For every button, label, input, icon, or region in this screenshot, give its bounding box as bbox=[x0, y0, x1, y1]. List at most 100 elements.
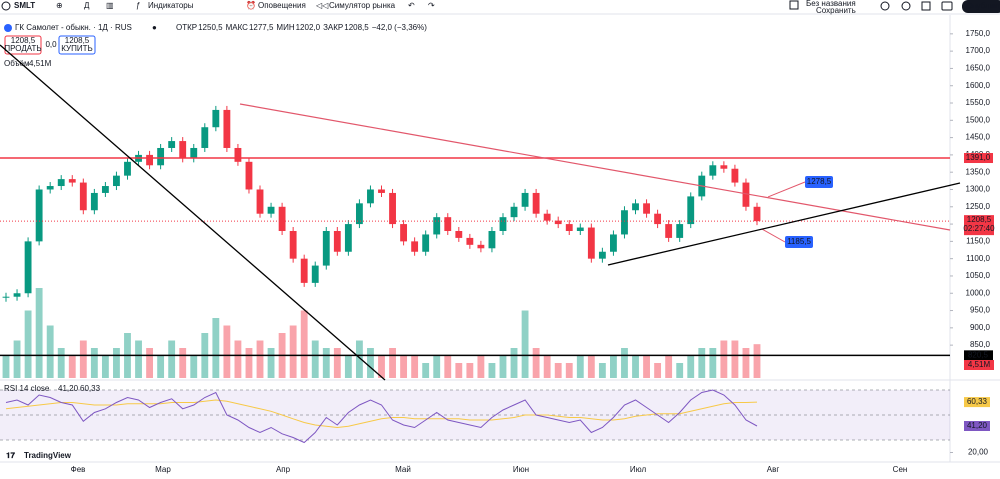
alerts-button[interactable]: Оповещения bbox=[258, 1, 306, 10]
countdown: 02:27:40 bbox=[963, 224, 995, 233]
volume-bar bbox=[444, 355, 452, 378]
sell-label[interactable]: ПРОДАТЬ bbox=[4, 44, 41, 53]
volume-bar bbox=[632, 355, 639, 378]
ohlc-label: МАКС bbox=[226, 23, 249, 32]
buy-button[interactable] bbox=[58, 35, 96, 55]
volume-bar bbox=[643, 355, 650, 378]
volume-bar bbox=[57, 348, 65, 378]
y-tick-label: 1550,0 bbox=[966, 98, 991, 107]
y-tick-label: 1000,0 bbox=[966, 288, 991, 297]
volume-bar bbox=[389, 348, 396, 378]
replay-button[interactable]: Симулятор рынка bbox=[329, 1, 396, 10]
save-label[interactable]: Сохранить bbox=[816, 6, 856, 15]
legend-dot: ● bbox=[152, 23, 157, 32]
volume-bar bbox=[113, 348, 120, 378]
trend-line[interactable] bbox=[239, 103, 951, 231]
search-icon[interactable] bbox=[1, 1, 11, 11]
indicators-button[interactable]: Индикаторы bbox=[148, 1, 194, 10]
volume-bar bbox=[499, 355, 507, 378]
volume-bar bbox=[587, 355, 595, 378]
volume-bar bbox=[598, 363, 606, 378]
alerts-icon[interactable]: ⏰ bbox=[246, 0, 256, 10]
volume-bar bbox=[532, 348, 540, 378]
y-tick-label: 1650,0 bbox=[966, 64, 991, 73]
ohlc-value: 1277,5 bbox=[249, 23, 274, 32]
chart-type-icon[interactable]: ▥ bbox=[106, 1, 114, 10]
volume-legend: Объём bbox=[4, 59, 30, 68]
rsi-line bbox=[5, 389, 758, 444]
y-tick-label: 950,0 bbox=[970, 306, 991, 315]
volume-bar bbox=[101, 355, 109, 378]
level-tag bbox=[964, 350, 993, 361]
add-icon[interactable]: ⊕ bbox=[56, 1, 63, 10]
volume-bar bbox=[433, 355, 441, 378]
volume-bar bbox=[223, 325, 231, 378]
replay-icon[interactable]: ◁◁ bbox=[316, 1, 329, 10]
x-tick-label: Мар bbox=[155, 465, 171, 474]
volume-bar bbox=[687, 355, 695, 378]
layout-name[interactable]: Без названия bbox=[806, 0, 856, 8]
x-tick-label: Июн bbox=[513, 465, 529, 474]
volume-bar bbox=[411, 355, 419, 378]
volume-bar bbox=[179, 348, 187, 378]
volume-bar bbox=[576, 355, 584, 378]
annotation-box bbox=[785, 236, 813, 248]
volume-bar bbox=[455, 363, 463, 378]
y-tick-label: 1100,0 bbox=[966, 254, 990, 263]
settings-icon[interactable] bbox=[901, 1, 911, 11]
sell-button[interactable] bbox=[4, 35, 42, 55]
volume-bar bbox=[245, 348, 253, 378]
volume-bar bbox=[79, 340, 87, 378]
y-tick-label: 1050,0 bbox=[966, 271, 991, 280]
indicators-icon[interactable]: ƒ bbox=[136, 1, 140, 10]
price-pane: 1750,0 1700,0 1650,0 1600,0 1550,0 1500,0 1450… bbox=[0, 29, 995, 378]
buy-label[interactable]: КУПИТЬ bbox=[61, 44, 92, 53]
fullscreen-icon[interactable] bbox=[921, 1, 931, 11]
symbol-logo bbox=[4, 24, 12, 32]
x-tick-label: Июл bbox=[630, 465, 647, 474]
snapshot-icon[interactable] bbox=[941, 1, 953, 11]
ohlc-value: 1202,0 bbox=[296, 23, 321, 32]
quick-search-icon[interactable] bbox=[880, 1, 890, 11]
annotation-leader bbox=[767, 181, 806, 198]
y-tick-label: 1700,0 bbox=[966, 46, 991, 55]
ohlc-change: −42,0 (−3,36%) bbox=[372, 23, 427, 32]
trend-line[interactable] bbox=[0, 44, 386, 381]
symbol[interactable]: SMLT bbox=[14, 1, 35, 10]
brand-logo: 𝟏𝟕 bbox=[6, 451, 15, 460]
y-tick-label: 1300,0 bbox=[966, 185, 991, 194]
undo-icon[interactable]: ↶ bbox=[408, 1, 415, 10]
sell-price[interactable]: 1208,5 bbox=[11, 36, 36, 45]
buy-price[interactable]: 1208,5 bbox=[65, 36, 90, 45]
publish-button[interactable] bbox=[962, 0, 1000, 13]
volume-bar bbox=[35, 288, 43, 378]
volume-bar bbox=[90, 348, 98, 378]
level-tag bbox=[964, 153, 993, 164]
volume-bar bbox=[510, 348, 518, 378]
volume-bar bbox=[355, 340, 363, 378]
x-tick-label: Сен bbox=[893, 465, 908, 474]
x-tick-label: Май bbox=[395, 465, 411, 474]
volume-bar bbox=[521, 310, 529, 378]
ohlc-label: МИН bbox=[276, 23, 294, 32]
volume-bar bbox=[654, 363, 662, 378]
ohlc-label: ОТКР bbox=[176, 23, 197, 32]
volume-bar bbox=[543, 355, 551, 378]
last-price-tag bbox=[964, 215, 994, 236]
x-tick-label: Апр bbox=[276, 465, 291, 474]
layout-icon[interactable] bbox=[789, 0, 799, 10]
y-tick-label: 1150,0 bbox=[966, 236, 990, 245]
y-tick-label: 1250,0 bbox=[966, 202, 991, 211]
volume-legend-value: 4,51M bbox=[29, 59, 52, 68]
trend-line[interactable] bbox=[607, 182, 961, 266]
volume-bar bbox=[157, 355, 165, 378]
volume-bar bbox=[267, 348, 275, 378]
y-tick-label: 900,0 bbox=[970, 323, 991, 332]
volume-tag-label: 4,51M bbox=[968, 360, 991, 369]
volume-bar bbox=[256, 340, 264, 378]
redo-icon[interactable]: ↷ bbox=[428, 1, 435, 10]
publish-label[interactable]: Опубликовать bbox=[966, 2, 1000, 11]
interval[interactable]: Д bbox=[84, 1, 90, 10]
volume-bar bbox=[322, 348, 330, 378]
volume-bar bbox=[742, 348, 750, 378]
